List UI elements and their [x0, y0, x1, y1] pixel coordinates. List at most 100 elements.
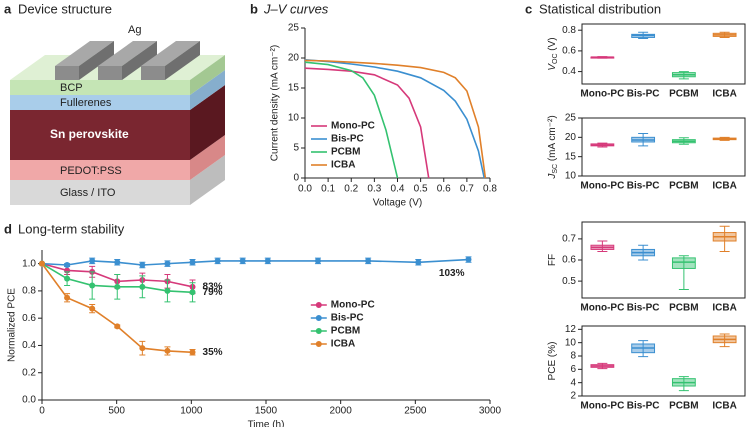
y-tick-label: 0.5	[562, 276, 576, 287]
data-point	[214, 257, 221, 264]
layer-label: BCP	[60, 82, 83, 94]
data-point	[89, 257, 96, 264]
y-axis-label: Normalized PCE	[7, 288, 18, 362]
y-axis-label-part: (mA cm⁻²)	[547, 115, 558, 164]
x-tick-label: Mono-PC	[580, 303, 624, 314]
plot-frame	[581, 325, 746, 397]
legend-label: Bis-PC	[331, 313, 364, 324]
panel-title: Statistical distribution	[539, 1, 661, 16]
y-axis-label-part: PCE (%)	[547, 342, 558, 381]
end-label: 83%	[203, 281, 223, 292]
end-label: 103%	[439, 268, 465, 279]
data-point	[189, 259, 196, 266]
x-axis-label: Time (h)	[248, 420, 285, 427]
x-tick-label: 0.0	[298, 184, 312, 195]
x-tick-label: 500	[108, 406, 125, 417]
x-tick-label: Mono-PC	[580, 401, 624, 412]
data-point	[465, 256, 472, 263]
y-tick-label: 0.2	[22, 367, 36, 378]
x-tick-label: Mono-PC	[580, 181, 624, 192]
x-tick-label: ICBA	[712, 401, 736, 412]
panel-label: b	[250, 1, 258, 16]
data-point	[139, 283, 146, 290]
series-line	[41, 258, 469, 266]
y-axis-label-part: SC	[552, 164, 559, 174]
layer-label: PEDOT:PSS	[60, 165, 122, 177]
layer	[10, 95, 190, 110]
legend-label: Mono-PC	[331, 121, 375, 132]
series-line	[304, 59, 487, 179]
y-tick-label: 15	[288, 83, 300, 94]
x-tick-label: 0.5	[414, 184, 428, 195]
y-axis-label: VOC (V)	[547, 37, 560, 70]
x-tick-label: 2500	[404, 406, 427, 417]
data-point	[314, 257, 321, 264]
x-tick-label: 0.4	[391, 184, 405, 195]
legend-label: ICBA	[331, 339, 355, 350]
x-tick-label: ICBA	[712, 303, 736, 314]
y-tick-label: 6	[570, 364, 576, 375]
y-axis-label: Current density (mA cm⁻²)	[270, 45, 281, 161]
data-point	[139, 262, 146, 268]
x-tick-label: 0	[39, 406, 45, 417]
y-tick-label: 0.4	[562, 66, 576, 77]
y-axis-label-part: V	[547, 63, 558, 71]
panel-title: Device structure	[18, 1, 112, 16]
y-axis-label-part: (V)	[547, 37, 558, 53]
layer-label: Sn perovskite	[50, 127, 129, 141]
legend-label: Bis-PC	[331, 134, 364, 145]
y-tick-label: 4	[570, 377, 576, 388]
plot-frame	[581, 117, 746, 177]
data-point	[114, 283, 121, 290]
x-tick-label: 0.1	[321, 184, 335, 195]
device-diagram: a Device structure Ag BCP Fullerenes Sn …	[4, 1, 225, 205]
legend-label: PCBM	[331, 326, 360, 337]
y-tick-label: 12	[565, 324, 577, 335]
data-point	[415, 259, 422, 266]
data-point	[164, 260, 171, 267]
data-point	[64, 262, 71, 268]
y-tick-label: 5	[293, 143, 299, 154]
data-point	[114, 323, 121, 330]
layer-label: Glass / ITO	[60, 187, 116, 199]
legend-label: PCBM	[331, 147, 360, 158]
data-point	[89, 305, 96, 312]
data-point	[365, 257, 372, 264]
y-tick-label: 2	[570, 391, 576, 402]
data-point	[189, 289, 196, 296]
x-tick-label: 1000	[180, 406, 203, 417]
data-point	[164, 287, 171, 294]
x-axis-label: Voltage (V)	[373, 198, 422, 209]
x-tick-label: PCBM	[669, 303, 698, 314]
layer-side	[190, 55, 225, 95]
y-tick-label: 0.6	[562, 46, 576, 57]
data-point	[264, 257, 271, 264]
y-axis-label: JSC (mA cm⁻²)	[547, 115, 560, 179]
y-tick-label: 10	[565, 337, 577, 348]
x-tick-label: Bis-PC	[627, 181, 660, 192]
series-line	[304, 59, 486, 179]
layer	[10, 80, 190, 95]
x-tick-label: 0.3	[367, 184, 381, 195]
layer-side	[190, 70, 225, 110]
y-axis-label-part: J	[547, 173, 558, 180]
data-point	[114, 259, 121, 266]
y-tick-label: 0.6	[562, 255, 576, 266]
x-tick-label: 2000	[330, 406, 353, 417]
x-tick-label: 0.2	[344, 184, 358, 195]
data-point	[139, 345, 146, 352]
layer	[10, 180, 190, 205]
y-tick-label: 0	[293, 173, 299, 184]
x-tick-label: PCBM	[669, 181, 698, 192]
y-axis-label-part: FF	[547, 254, 558, 266]
y-tick-label: 10	[288, 113, 300, 124]
end-label: 35%	[203, 347, 223, 358]
legend-marker	[315, 315, 322, 321]
x-tick-label: 0.6	[437, 184, 451, 195]
layer-label: Ag	[128, 24, 141, 36]
y-tick-label: 20	[288, 53, 300, 64]
ag-electrodes	[55, 41, 200, 80]
x-tick-label: Bis-PC	[627, 401, 660, 412]
data-point	[189, 349, 196, 356]
